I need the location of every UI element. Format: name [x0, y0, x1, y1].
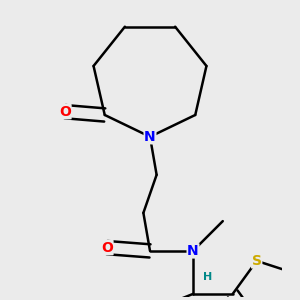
Text: O: O: [101, 241, 113, 255]
Text: N: N: [144, 130, 156, 144]
Text: S: S: [252, 254, 262, 268]
Text: O: O: [59, 105, 71, 119]
Text: H: H: [203, 272, 212, 282]
Text: N: N: [187, 244, 199, 258]
